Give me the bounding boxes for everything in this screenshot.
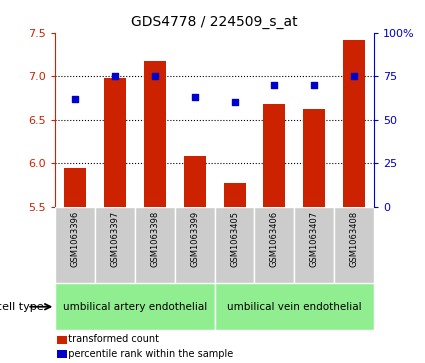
- Point: [151, 73, 158, 79]
- Text: cell type: cell type: [0, 302, 47, 312]
- Bar: [215, 207, 255, 283]
- Text: umbilical vein endothelial: umbilical vein endothelial: [227, 302, 362, 312]
- Bar: [264, 104, 285, 207]
- Text: GSM1063398: GSM1063398: [150, 211, 159, 267]
- Bar: [184, 156, 206, 207]
- Title: GDS4778 / 224509_s_at: GDS4778 / 224509_s_at: [131, 15, 298, 29]
- Bar: [55, 207, 95, 283]
- Text: percentile rank within the sample: percentile rank within the sample: [62, 349, 233, 359]
- Bar: [95, 207, 135, 283]
- Bar: [135, 207, 175, 283]
- Bar: [255, 207, 294, 283]
- Point: [72, 96, 79, 102]
- Point: [112, 73, 119, 79]
- Bar: [224, 183, 246, 207]
- Point: [231, 99, 238, 105]
- Text: umbilical artery endothelial: umbilical artery endothelial: [63, 302, 207, 312]
- Text: GSM1063396: GSM1063396: [71, 211, 79, 267]
- Bar: [215, 283, 374, 330]
- Point: [351, 73, 357, 79]
- Bar: [144, 61, 166, 207]
- Bar: [55, 283, 215, 330]
- Text: GSM1063406: GSM1063406: [270, 211, 279, 267]
- Point: [271, 82, 278, 88]
- Text: GSM1063399: GSM1063399: [190, 211, 199, 267]
- Text: GSM1063405: GSM1063405: [230, 211, 239, 267]
- Text: GSM1063408: GSM1063408: [350, 211, 359, 267]
- Point: [311, 82, 317, 88]
- Text: GSM1063397: GSM1063397: [110, 211, 119, 267]
- Bar: [343, 40, 365, 207]
- Bar: [175, 207, 215, 283]
- Bar: [294, 207, 334, 283]
- Bar: [334, 207, 374, 283]
- Bar: [104, 78, 126, 207]
- Bar: [303, 109, 325, 207]
- Bar: [64, 168, 86, 207]
- Point: [191, 94, 198, 100]
- Text: transformed count: transformed count: [62, 334, 159, 344]
- Text: GSM1063407: GSM1063407: [310, 211, 319, 267]
